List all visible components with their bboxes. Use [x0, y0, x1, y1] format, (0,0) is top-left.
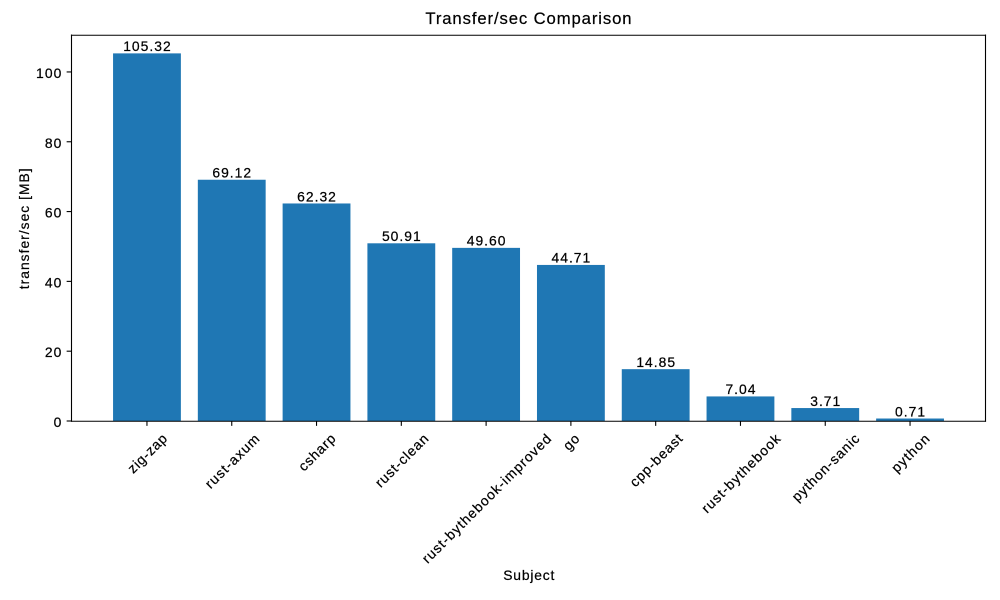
svg-text:7.04: 7.04: [725, 381, 756, 397]
svg-text:60: 60: [45, 205, 63, 221]
svg-text:rust-bythebook-improved: rust-bythebook-improved: [418, 430, 554, 566]
svg-text:zig-zap: zig-zap: [124, 430, 170, 476]
svg-text:rust-clean: rust-clean: [372, 430, 433, 491]
svg-text:python-sanic: python-sanic: [788, 430, 863, 505]
svg-text:rust-bythebook: rust-bythebook: [698, 430, 784, 516]
svg-text:49.60: 49.60: [467, 233, 507, 249]
svg-text:105.32: 105.32: [123, 38, 171, 54]
svg-text:62.32: 62.32: [297, 188, 337, 204]
svg-text:cpp-beast: cpp-beast: [626, 430, 686, 490]
svg-text:rust-axum: rust-axum: [201, 430, 263, 492]
svg-text:Transfer/sec Comparison: Transfer/sec Comparison: [425, 9, 632, 28]
svg-text:go: go: [560, 430, 584, 454]
svg-text:100: 100: [36, 65, 62, 81]
svg-text:Subject: Subject: [503, 567, 555, 583]
svg-text:69.12: 69.12: [212, 165, 252, 181]
svg-text:transfer/sec [MB]: transfer/sec [MB]: [16, 167, 32, 289]
svg-text:14.85: 14.85: [636, 354, 676, 370]
svg-text:80: 80: [45, 135, 63, 151]
svg-text:python: python: [888, 430, 934, 476]
svg-text:0.71: 0.71: [895, 403, 926, 419]
svg-text:3.71: 3.71: [810, 393, 841, 409]
svg-text:44.71: 44.71: [552, 250, 592, 266]
svg-text:20: 20: [45, 344, 63, 360]
svg-text:csharp: csharp: [295, 430, 339, 474]
svg-text:40: 40: [45, 274, 63, 290]
svg-text:50.91: 50.91: [382, 228, 422, 244]
svg-text:0: 0: [54, 414, 63, 430]
